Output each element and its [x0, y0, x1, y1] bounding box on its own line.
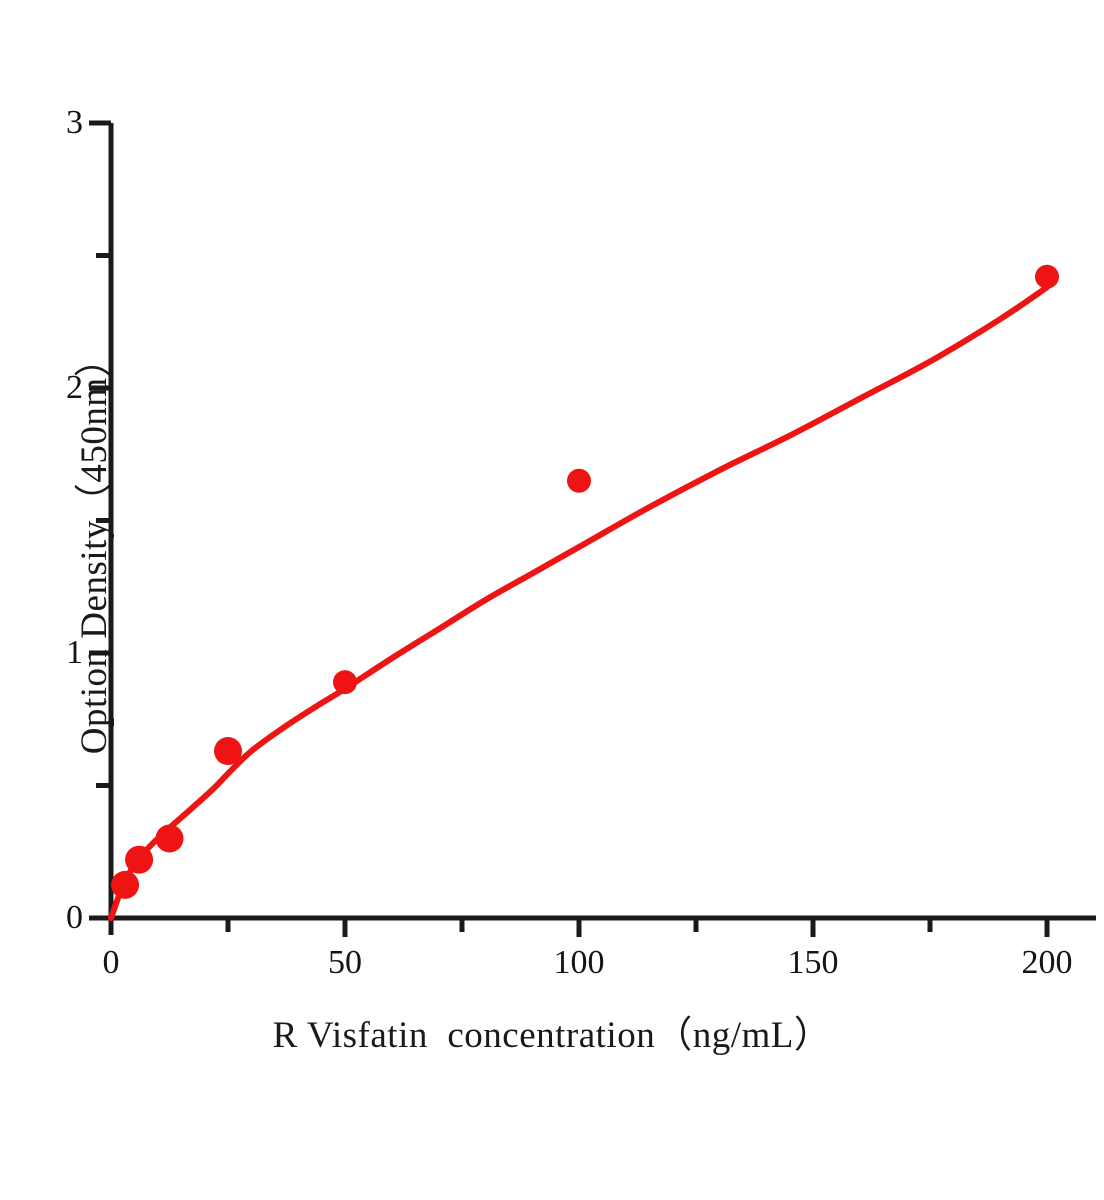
data-point [567, 468, 591, 493]
x-tick-label: 50 [328, 944, 362, 981]
data-point [125, 845, 154, 874]
data-points [111, 264, 1059, 899]
y-tick-label: 0 [66, 899, 83, 936]
x-axis-title: R Visfatin concentration（ng/mL） [272, 1015, 832, 1056]
y-axis-title: Option Density（450nm） [74, 339, 115, 755]
data-point [214, 737, 242, 766]
data-point [111, 870, 140, 899]
data-point [155, 824, 184, 853]
axes [89, 120, 1096, 937]
x-tick-label: 150 [787, 944, 839, 981]
y-tick-label: 1 [66, 634, 83, 671]
y-tick-label: 3 [66, 104, 83, 141]
x-tick-label: 100 [553, 944, 605, 981]
fit-curve [108, 284, 1050, 921]
y-tick-label: 2 [66, 369, 83, 406]
data-point [1035, 264, 1059, 289]
x-tick-label: 200 [1021, 944, 1073, 981]
data-point [333, 670, 357, 695]
x-tick-label: 0 [102, 944, 120, 981]
